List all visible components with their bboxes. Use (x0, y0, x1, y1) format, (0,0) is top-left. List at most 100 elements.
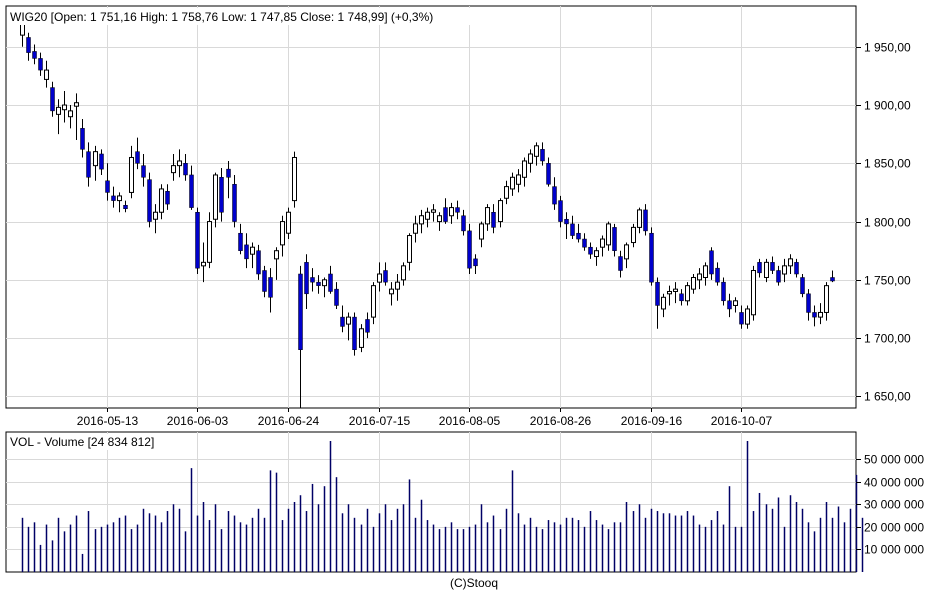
candle (177, 149, 182, 178)
candle-body-down (582, 238, 587, 248)
candle-body-down (727, 300, 732, 310)
candle (147, 172, 152, 228)
candle-body-up (44, 69, 49, 80)
candle (461, 209, 466, 236)
candle (68, 105, 73, 129)
candle-body-down (219, 177, 224, 213)
candle-body-down (165, 191, 170, 205)
candle-body-up (74, 102, 79, 107)
candle-body-down (618, 256, 623, 271)
candle-body-up (431, 209, 436, 213)
candle-body-up (788, 258, 793, 267)
candle-body-up (673, 288, 678, 292)
candle-body-down (147, 179, 152, 222)
candle-body-down (32, 51, 37, 59)
candle (679, 289, 684, 306)
candle (697, 268, 702, 290)
candle-body-up (401, 265, 406, 281)
candle (419, 209, 424, 234)
volume-y-axis: 50 000 000 40 000 000 30 000 000 20 000 000… (856, 453, 924, 557)
candle-body-down (546, 163, 551, 185)
candle (631, 223, 636, 248)
candle-body-up (697, 273, 702, 281)
candle (770, 256, 775, 274)
candle (286, 207, 291, 240)
candle-body-down (195, 211, 200, 269)
candle (105, 163, 110, 201)
candle (256, 244, 261, 280)
price-x-tick-label: 2016-10-07 (711, 414, 773, 428)
candle-body-down (558, 200, 563, 222)
candle (171, 153, 176, 181)
candle-body-up (419, 215, 424, 225)
candle-body-up (479, 223, 484, 240)
candle (328, 265, 333, 294)
candle (274, 247, 279, 280)
candle (268, 268, 273, 313)
candle (715, 262, 720, 286)
candle (389, 282, 394, 306)
price-y-tick-label: 1 700,00 (864, 332, 911, 346)
candle (201, 242, 206, 283)
price-x-tick-label: 2016-08-05 (439, 414, 501, 428)
candle-body-down (830, 277, 835, 282)
candle (667, 285, 672, 306)
candle-body-up (407, 235, 412, 263)
volume-panel-frame (5, 431, 857, 573)
candle-body-up (606, 223, 611, 246)
candle-body-up (346, 316, 351, 325)
candle-body-down (770, 262, 775, 271)
candle (56, 99, 61, 135)
candle-body-down (540, 149, 545, 162)
candle (292, 151, 297, 208)
candle (365, 312, 370, 339)
candle (576, 223, 581, 243)
volume-bars (21, 441, 864, 572)
candle (661, 293, 666, 318)
candle-body-up (93, 151, 98, 167)
candle (359, 324, 364, 353)
candle-body-up (153, 211, 158, 220)
candle-body-down (806, 293, 811, 313)
candle (395, 274, 400, 301)
candle-body-up (522, 160, 527, 178)
candle (540, 142, 545, 166)
candle (431, 204, 436, 222)
candle (739, 305, 744, 329)
candle-body-down (721, 281, 726, 302)
candle (165, 184, 170, 210)
candle (618, 250, 623, 278)
candle-body-up (292, 156, 297, 202)
volume-y-tick-label: 20 000 000 (864, 521, 924, 535)
candle (510, 172, 515, 196)
candle-body-up (117, 195, 122, 202)
candle-body-up (528, 153, 533, 164)
candle (534, 142, 539, 166)
candle-body-up (498, 200, 503, 223)
candle-body-up (824, 285, 829, 313)
candle-body-up (286, 211, 291, 234)
candle-body-down (340, 316, 345, 327)
price-x-tick-label: 2016-08-26 (530, 414, 592, 428)
candle (546, 157, 551, 187)
candle-body-down (352, 316, 357, 350)
candle (244, 233, 249, 269)
candle-body-up (280, 221, 285, 246)
candle-body-down (328, 273, 333, 292)
candle (624, 242, 629, 269)
candle-body-up (425, 211, 430, 220)
candle (594, 247, 599, 266)
candle-body-down (135, 151, 140, 164)
candle (467, 223, 472, 274)
candle-body-down (365, 319, 370, 333)
candle-body-down (794, 262, 799, 275)
candle (213, 172, 218, 228)
candle (600, 235, 605, 257)
candle (655, 277, 660, 329)
candle-body-down (715, 267, 720, 283)
candle (129, 145, 134, 199)
candle (153, 204, 158, 234)
candle-body-up (437, 215, 442, 223)
candle (721, 277, 726, 306)
